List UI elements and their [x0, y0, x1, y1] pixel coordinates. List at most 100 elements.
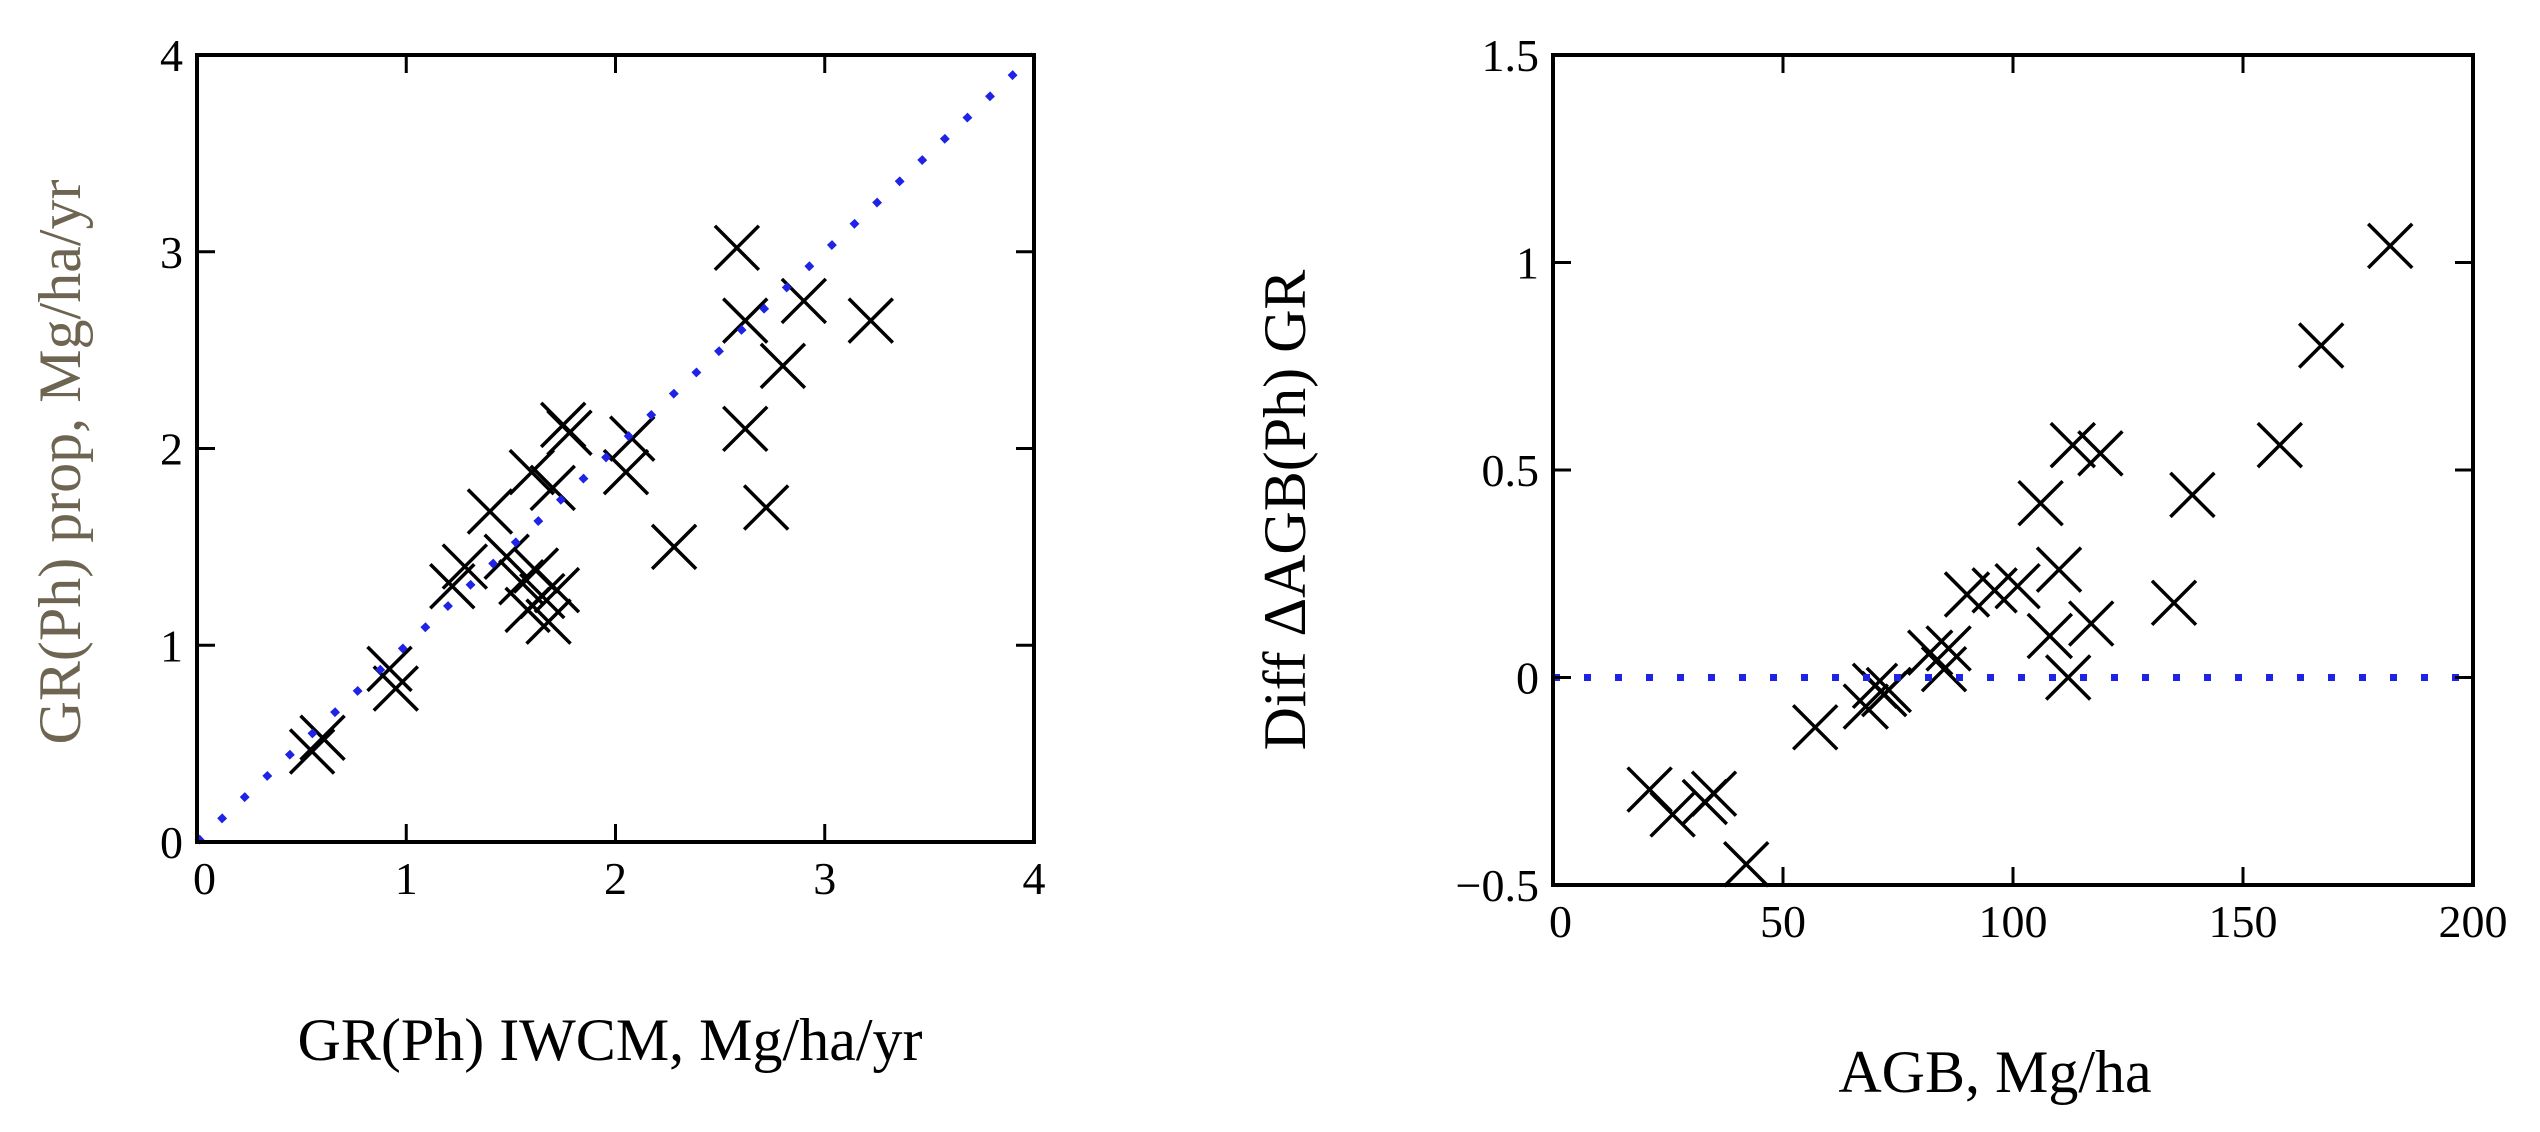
chart-right-data-point-stroke [1626, 766, 1673, 813]
chart-right-data-point-stroke [1920, 645, 1968, 693]
chart-right-data-point [2035, 546, 2083, 593]
chart-left-data-point-stroke [372, 665, 420, 712]
chart-left-y-tick-label: 3 [160, 227, 183, 278]
chart-left-data-point-stroke [525, 598, 572, 645]
chart-right-data-point-stroke [1690, 770, 1738, 817]
chart-right-data-point [1971, 567, 2018, 614]
chart-right-data-point-stroke [1791, 704, 1839, 751]
chart-left-data-point-stroke [759, 342, 807, 390]
chart-left-x-tick-label: 4 [1023, 853, 1046, 904]
chart-right-data-point [2044, 654, 2092, 701]
chart-right-data-point-stroke [1925, 625, 1972, 672]
chart-left-data-point-stroke [546, 409, 593, 456]
chart-left-data-point [429, 562, 476, 610]
chart-right-data-point [2049, 421, 2097, 469]
chart-right-data-point [2366, 222, 2414, 270]
chart-left-ticks: 0 1 2 3 4 0 1 2 3 4 [160, 30, 1046, 904]
chart-right-data-point [1925, 625, 1972, 672]
chart-left-data-point [288, 728, 336, 775]
chart-right-data-point-stroke [2067, 600, 2115, 647]
chart-left-data-point-stroke [529, 464, 576, 512]
chart-left-markers [288, 224, 895, 775]
chart-left-data-point-stroke [742, 484, 790, 531]
chart-right-difference-vs-agb: 0 50 100 150 200−0.500.511.5 AGB, Mg/ha Diff… [1252, 30, 2508, 1105]
chart-right-data-point [1722, 841, 1770, 888]
chart-right-x-tick-label: 0 [1549, 896, 1572, 947]
chart-left-data-point [525, 598, 572, 645]
chart-left-data-point-stroke [299, 714, 346, 761]
chart-right-data-point-stroke [2077, 430, 2124, 477]
chart-right-y-tick-label: −0.5 [1456, 860, 1539, 911]
chart-left-data-point [847, 297, 895, 344]
chart-left-data-point [498, 559, 545, 606]
chart-right-data-point [1865, 666, 1913, 714]
chart-right-data-point-stroke [2044, 654, 2092, 701]
chart-right-data-point-stroke [2049, 421, 2097, 469]
chart-left-y-tick-label: 2 [160, 424, 183, 475]
chart-left-data-point-stroke [483, 533, 530, 580]
chart-left-data-point [609, 415, 656, 462]
chart-left-y-tick-label: 1 [160, 620, 183, 671]
chart-left-reference-line-path [194, 52, 1037, 845]
chart-left-data-point-stroke [721, 297, 769, 344]
chart-left-y-tick-label: 0 [160, 817, 183, 868]
chart-left-data-point-stroke [441, 543, 489, 590]
chart-left-data-point [533, 566, 581, 614]
chart-left-data-point-stroke [466, 488, 514, 535]
chart-right-data-point-stroke [2035, 546, 2083, 593]
chart-left-reference-line [194, 52, 1037, 845]
chart-right-data-point-stroke [2366, 222, 2414, 270]
chart-right-data-point-stroke [1994, 562, 2041, 610]
chart-right-y-tick-label: 1.5 [1482, 30, 1540, 81]
chart-right-data-point-stroke [2256, 421, 2304, 469]
chart-left-data-point-stroke [366, 645, 413, 693]
chart-left-data-point [721, 297, 769, 344]
chart-right-x-tick-label: 50 [1760, 896, 1806, 947]
chart-left-x-tick-label: 0 [193, 853, 216, 904]
chart-left-x-axis-title: GR(Ph) IWCM, Mg/ha/yr [298, 1007, 923, 1073]
chart-left-data-point [299, 714, 346, 761]
chart-right-data-point-stroke [1722, 841, 1770, 888]
chart-left-x-tick-label: 1 [395, 853, 418, 904]
chart-left-data-point [519, 572, 566, 620]
chart-left-data-point-stroke [533, 566, 581, 614]
chart-left-data-point [372, 665, 420, 712]
chart-right-data-point [1690, 770, 1738, 817]
chart-right-markers [1626, 222, 2414, 888]
chart-right-data-point-stroke [2297, 322, 2345, 369]
chart-right-y-tick-label: 1 [1516, 238, 1539, 289]
chart-left-data-point-stroke [609, 415, 656, 462]
chart-right-x-axis-title: AGB, Mg/ha [1838, 1039, 2151, 1105]
chart-left-data-point [546, 409, 593, 456]
chart-left-data-point [508, 448, 556, 496]
chart-left-data-point [483, 533, 530, 580]
chart-right-y-tick-label: 0.5 [1482, 445, 1540, 496]
chart-left-data-point-stroke [288, 728, 336, 775]
chart-right-data-point-stroke [1865, 666, 1913, 714]
chart-right-plot-frame [1551, 53, 2475, 887]
chart-left-data-point [602, 448, 650, 496]
chart-left-data-point [529, 464, 576, 512]
chart-left-data-point-stroke [721, 405, 769, 453]
chart-left-data-point [650, 523, 698, 571]
chart-right-ticks: 0 50 100 150 200−0.500.511.5 [1456, 30, 2508, 947]
chart-left-data-point [742, 484, 790, 531]
chart-right-data-point [2077, 430, 2124, 477]
chart-left-data-point-stroke [602, 448, 650, 496]
chart-right-y-tick-label: 0 [1516, 653, 1539, 704]
chart-right-data-point-stroke [2026, 612, 2074, 660]
chart-right-data-point [2297, 322, 2345, 369]
chart-left-x-tick-label: 3 [813, 853, 836, 904]
chart-left-data-point-stroke [519, 572, 566, 620]
chart-right-x-tick-label: 100 [1979, 896, 2048, 947]
chart-left-data-point [721, 405, 769, 453]
chart-left-data-point [713, 224, 761, 272]
chart-right-data-point-stroke [1906, 629, 1954, 676]
chart-left-y-axis-title: GR(Ph) prop, Mg/ha/yr [27, 180, 93, 745]
chart-right-data-point-stroke [2150, 579, 2198, 627]
chart-right-data-point [2067, 600, 2115, 647]
chart-right-data-point-stroke [1649, 791, 1696, 838]
chart-left-data-point-stroke [713, 224, 761, 272]
chart-left-x-tick-label: 2 [604, 853, 627, 904]
